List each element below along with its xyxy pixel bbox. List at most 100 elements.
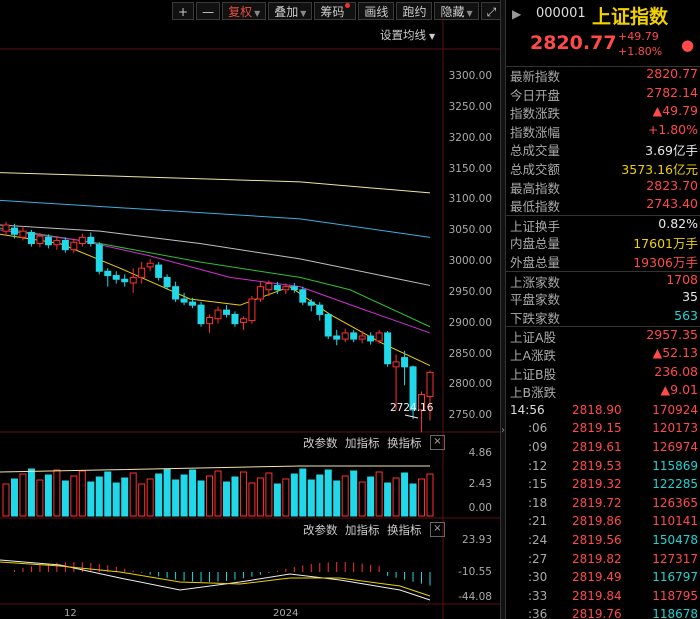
tick-volume: 116797 [652, 570, 698, 585]
stats-label: 总成交量 [510, 143, 561, 159]
price-axis-label: 2750.00 [448, 409, 492, 422]
candle-body [44, 236, 52, 246]
volume-bar [375, 471, 383, 517]
tick-price: 2819.56 [572, 533, 622, 547]
chevron-down-icon: ▼ [429, 32, 436, 41]
volume-bar [214, 470, 222, 517]
stats-row: 上证B股 236.08 [506, 364, 700, 383]
stats-value: ▲9.01 [660, 382, 698, 398]
zoom-out-button[interactable]: — [196, 2, 221, 20]
volume-bar [27, 468, 35, 517]
volume-bar [78, 470, 86, 517]
volume-bar [206, 475, 214, 517]
stats-row: 指数涨跌 ▲49.79 [506, 103, 700, 122]
vol-add-indicator-button[interactable]: 加指标 [345, 436, 380, 450]
vol-axis-zero: 0.00 [468, 502, 492, 514]
price-axis-label: 2950.00 [448, 285, 492, 298]
stats-label: 最新指数 [510, 69, 561, 84]
vol-params-button[interactable]: 改参数 [303, 436, 338, 450]
back-arrow-icon[interactable]: ▶ [512, 7, 522, 21]
candle-body [180, 298, 188, 303]
price-axis-label: 3000.00 [448, 255, 492, 267]
fuquan-button[interactable]: 复权 ▼ [222, 2, 267, 20]
moving-average-line [0, 199, 431, 238]
stats-value: 563 [674, 307, 698, 323]
stats-value: ▲49.79 [652, 103, 698, 119]
macd-dif-line [0, 559, 431, 601]
volume-bar [155, 473, 163, 517]
chevron-down-icon: ▼ [254, 9, 261, 18]
tick-price: 2819.72 [572, 495, 622, 510]
stats-value: 17601万手 [633, 236, 698, 252]
macd-switch-indicator-button[interactable]: 换指标 [387, 523, 422, 537]
volume-bar [53, 469, 61, 517]
tick-time: :06 [528, 421, 548, 436]
tick-row: :30 2819.49 116797 [506, 570, 700, 589]
volume-bar [231, 476, 239, 517]
quote-header: ▶ 000001 上证指数 2820.77 +49.79 +1.80% ● [506, 0, 700, 67]
kline-chart-area[interactable]: + — 复权 ▼ 叠加 ▼ 筹码 画线 跑约 隐藏 ▼ ⤢ 设置均线 ▼ 3300.00… [0, 0, 503, 619]
price-change-pct: +1.80% [618, 45, 663, 58]
candle-body [392, 361, 400, 368]
chouma-button[interactable]: 筹码 [314, 2, 357, 20]
volume-bar [36, 479, 44, 517]
candle-body [121, 278, 129, 283]
volume-bar [10, 478, 18, 517]
hide-button[interactable]: 隐藏 ▼ [434, 2, 479, 20]
stats-value: 1708 [666, 271, 698, 287]
volume-bar [172, 479, 180, 517]
tick-row: :24 2819.56 150478 [506, 533, 700, 552]
ma-setting-button[interactable]: 设置均线 ▼ [380, 27, 435, 43]
candle-body [350, 332, 358, 340]
moving-average-line [0, 172, 431, 194]
tick-price: 2819.86 [572, 514, 622, 529]
volume-bar [333, 480, 341, 517]
tick-price: 2819.84 [572, 588, 622, 603]
tick-price: 2819.76 [572, 607, 622, 619]
ma-setting-label: 设置均线 [380, 28, 426, 42]
tick-volume: 150478 [652, 533, 698, 547]
x-axis-label-2024: 2024 [273, 608, 299, 619]
tick-volume: 110141 [652, 514, 698, 529]
index-code: 000001 [536, 6, 586, 21]
index-name: 上证指数 [592, 6, 669, 28]
zoom-in-button[interactable]: + [172, 2, 195, 20]
stats-value: +1.80% [647, 121, 698, 137]
volume-bar [138, 483, 146, 517]
vol-switch-indicator-button[interactable]: 换指标 [387, 436, 422, 450]
macd-params-button[interactable]: 改参数 [303, 523, 338, 537]
kline-chart-svg[interactable] [0, 0, 500, 619]
index-label-fragment: ● [681, 36, 695, 54]
volume-bar [19, 473, 27, 517]
collapse-arrow-icon[interactable]: › [501, 425, 505, 436]
tick-volume: 118795 [652, 588, 698, 603]
fullscreen-icon[interactable]: ⤢ [480, 2, 503, 20]
macd-add-indicator-button[interactable]: 加指标 [345, 523, 380, 537]
tick-time: :12 [528, 458, 548, 473]
volume-bar [426, 473, 434, 517]
panel-splitter[interactable] [500, 0, 506, 619]
tick-row: :18 2819.72 126365 [506, 496, 700, 515]
tick-price: 2819.61 [572, 440, 622, 454]
diejia-button[interactable]: 叠加 ▼ [268, 2, 313, 20]
volume-bar [87, 481, 95, 517]
x-axis-label-12: 12 [64, 608, 77, 619]
stats-row: 今日开盘 2782.14 [506, 85, 700, 104]
tick-row: :12 2819.53 115869 [506, 459, 700, 478]
macd-close-icon[interactable]: × [430, 522, 445, 537]
stats-row: 总成交量 3.69亿手 [506, 140, 700, 159]
stats-value: 2957.35 [646, 327, 698, 343]
stats-row: 下跌家数 563 [506, 308, 700, 327]
paoyue-button[interactable]: 跑约 [396, 2, 433, 20]
tick-time: :30 [528, 570, 548, 585]
macd-axis-mid: -10.55 [458, 566, 492, 578]
volume-bar [401, 472, 409, 517]
volume-bar [189, 469, 197, 517]
huaxian-button[interactable]: 画线 [358, 2, 395, 20]
vol-close-icon[interactable]: × [430, 435, 445, 450]
volume-bar [282, 478, 290, 517]
volume-bar [307, 479, 315, 517]
candle-body [53, 239, 61, 246]
stats-label: 外盘总量 [510, 255, 561, 270]
stats-label: 今日开盘 [510, 87, 561, 103]
